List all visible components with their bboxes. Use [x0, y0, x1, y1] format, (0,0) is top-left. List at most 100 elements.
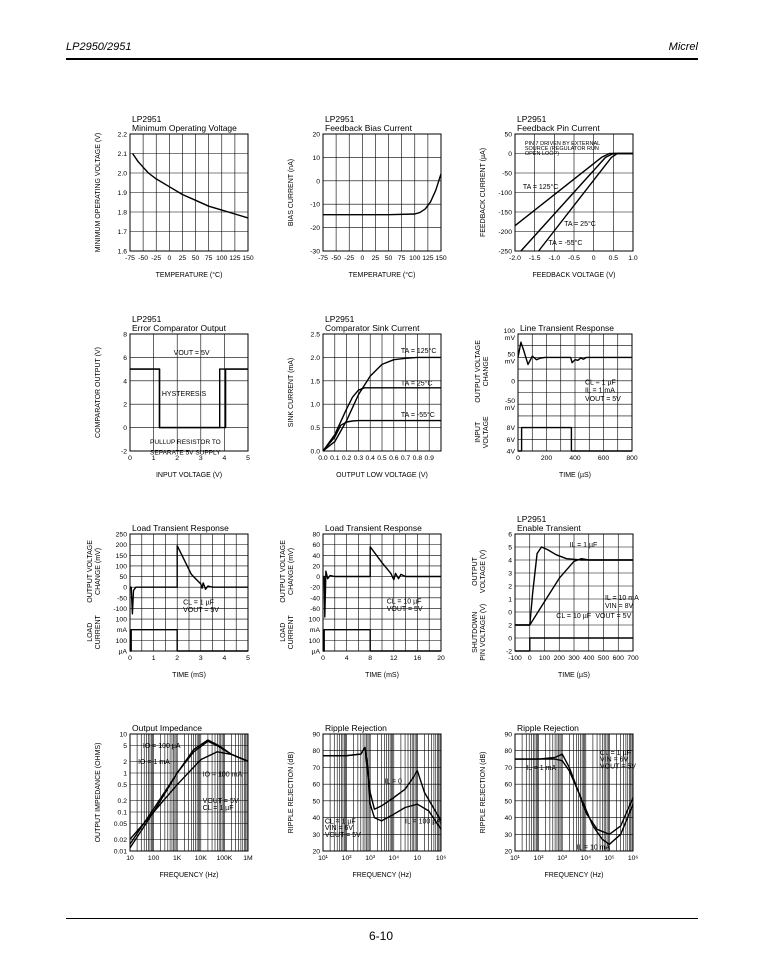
y-tick-label: 1.6	[118, 249, 128, 256]
x-tick-label: 150	[242, 255, 254, 262]
y-tick-label: 30	[504, 832, 512, 839]
x-tick-label: -75	[125, 255, 135, 262]
annotation-label: CL = 10 µF	[556, 613, 591, 620]
x-tick-label: 5	[246, 655, 250, 662]
series-line-3	[515, 637, 633, 652]
y-axis-label: BIAS CURRENT (nA)	[288, 159, 295, 226]
x-tick-label: -50	[138, 255, 148, 262]
y-tick-label: mA	[310, 627, 321, 634]
annotation-label: VOUT = 5V	[325, 832, 361, 839]
y-tick-label: 40	[312, 553, 320, 560]
y-tick-label: 4V	[507, 449, 516, 456]
x-tick-label: 600	[613, 655, 625, 662]
x-tick-label: 4	[223, 655, 227, 662]
y-axis-label: FEEDBACK CURRENT (µA)	[480, 148, 487, 237]
x-tick-label: 100	[539, 655, 551, 662]
y-tick-label: 0	[508, 610, 512, 617]
chart-title: Ripple Rejection	[325, 723, 387, 733]
chart-title: LP2951	[325, 314, 355, 324]
y-tick-label: mV	[505, 358, 516, 365]
y-tick-label: 80	[312, 532, 320, 539]
series-line-1	[517, 341, 632, 366]
y-tick-label: -50	[505, 398, 515, 405]
y-tick-label: 250	[116, 532, 128, 539]
y-axis-label-secondary: CURRENT	[288, 614, 295, 649]
x-tick-label: 0.8	[413, 455, 423, 462]
annotation-label: VOUT = 5V	[595, 613, 631, 620]
y-axis-label: COMPARATOR OUTPUT (V)	[95, 347, 102, 438]
y-axis-label: OUTPUT	[472, 556, 479, 586]
chart-title: Comparator Sink Current	[325, 323, 420, 333]
x-tick-label: 20	[437, 655, 445, 662]
x-tick-label: 2	[175, 455, 179, 462]
y-tick-label: -2	[121, 449, 127, 456]
x-axis-label: TIME (mS)	[172, 672, 206, 679]
series-line-3	[129, 751, 249, 840]
x-axis-label: FREQUENCY (Hz)	[353, 872, 412, 879]
series-line-1	[130, 368, 248, 429]
chart-c8: Load Transient Response 0 4 8 12 16 20 µA 100 mA 1…	[280, 523, 445, 679]
y-tick-label: 20	[312, 132, 320, 139]
x-tick-label: -2.0	[509, 255, 521, 262]
plot-frame	[129, 333, 249, 452]
y-tick-label: 2	[508, 623, 512, 630]
y-tick-label: -50	[502, 171, 512, 178]
chart-title: LP2951	[132, 114, 162, 124]
y-tick-label: 0.5	[118, 782, 128, 789]
y-tick-label: 1	[508, 597, 512, 604]
chart-title: Line Transient Response	[520, 323, 614, 333]
y-tick-label: -100	[498, 190, 512, 197]
y-tick-label: 1	[123, 771, 127, 778]
y-tick-label: 40	[312, 815, 320, 822]
y-axis-label: CHANGE	[483, 356, 490, 386]
y-axis-label: VOLTAGE (V)	[480, 550, 487, 593]
y-axis-label-secondary: INPUT	[475, 421, 482, 443]
x-tick-label: 10⁴	[581, 855, 592, 862]
y-tick-label: 80	[312, 748, 320, 755]
y-tick-label: 90	[312, 732, 320, 739]
x-tick-label: 10³	[365, 855, 376, 862]
y-tick-label: µA	[119, 649, 128, 656]
y-tick-label: 4	[123, 378, 127, 385]
annotation-label: VOUT = 5V	[183, 607, 219, 614]
annotation-label: TA = 25°C	[564, 220, 596, 228]
series-line-3	[538, 152, 633, 252]
annotation-label: TA = -55°C	[548, 239, 582, 247]
plot-frame	[322, 333, 442, 452]
x-tick-label: 200	[554, 655, 566, 662]
chart-title: Ripple Rejection	[517, 723, 579, 733]
y-axis-label-secondary: VOLTAGE	[483, 416, 490, 448]
annotation-label: IL = 1 mA	[585, 388, 615, 395]
annotation-label: VIN = 8V	[605, 603, 634, 610]
x-tick-label: 200	[541, 455, 553, 462]
chart-c12: Ripple Rejection 10¹ 10² 10³ 10⁴ 10⁵ 10⁶ 20 30 40…	[480, 723, 638, 879]
y-tick-label: 1.7	[118, 229, 128, 236]
x-axis-label: OUTPUT LOW VOLTAGE (V)	[336, 472, 428, 479]
annotation-label: CL = 1 µF	[585, 379, 616, 386]
series-line-3	[322, 419, 441, 452]
annotation-label: IO = 100 µA	[143, 743, 181, 750]
x-tick-label: 50	[385, 255, 393, 262]
footer-rule	[66, 918, 698, 919]
y-tick-label: 6	[123, 355, 127, 362]
plot-frame	[514, 733, 634, 852]
x-tick-label: 0	[360, 255, 364, 262]
y-tick-label: -60	[310, 606, 320, 613]
plot-frame	[129, 733, 249, 852]
x-tick-label: 0	[167, 255, 171, 262]
x-tick-label: 0.4	[365, 455, 375, 462]
y-tick-label: 150	[116, 553, 128, 560]
y-tick-label: 90	[504, 732, 512, 739]
x-tick-label: 125	[422, 255, 434, 262]
series-line-1	[323, 173, 442, 216]
x-tick-label: 150	[435, 255, 447, 262]
y-tick-label: 2	[123, 759, 127, 766]
x-tick-label: 0.3	[354, 455, 364, 462]
chart-c6: Line Transient Response 0 200 400 600 800 4V 6V…	[475, 323, 638, 479]
x-axis-label: TEMPERATURE (°C)	[349, 271, 416, 279]
x-axis-label: TIME (mS)	[365, 672, 399, 679]
annotation-label: CL = 1 µF	[183, 600, 214, 607]
